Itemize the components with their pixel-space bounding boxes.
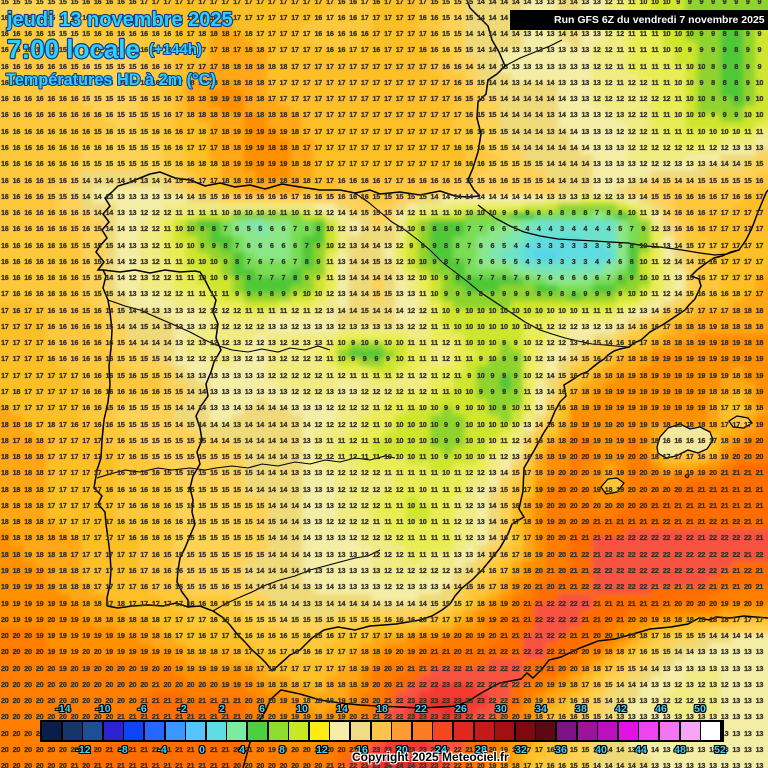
svg-text:jeudi 13 novembre 2025: jeudi 13 novembre 2025 (6, 9, 233, 31)
svg-text:(+144h): (+144h) (149, 41, 202, 58)
svg-text:Températures HD à 2m (°C): Températures HD à 2m (°C) (6, 71, 216, 89)
svg-text:7:00 locale: 7:00 locale (7, 34, 140, 64)
